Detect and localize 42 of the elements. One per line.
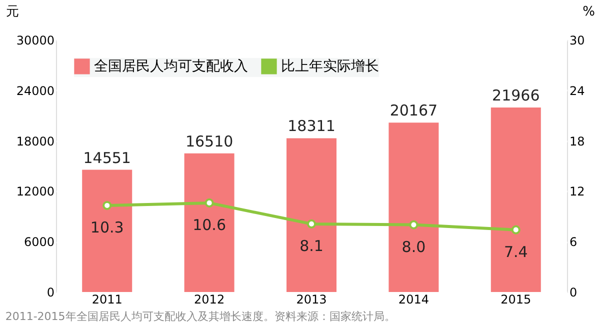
bar: [388, 122, 439, 292]
data-label: 8.0: [402, 238, 426, 256]
bar: [286, 138, 336, 292]
data-label: 10.3: [90, 218, 124, 236]
data-label: 21966: [492, 86, 540, 104]
y2-tick-label: 12: [570, 184, 585, 199]
y2-tick-label: 0: [570, 286, 578, 300]
point: [102, 200, 112, 210]
x-tick-label: 2014: [398, 292, 429, 306]
data-label: 10.6: [192, 216, 226, 234]
x-tick-label: 2011: [92, 292, 122, 306]
y2-tick-label: 18: [570, 134, 585, 148]
data-label: 16510: [185, 132, 234, 150]
x-tick-label: 2015: [500, 292, 532, 306]
legend-label: 全国居民人均可支配收入: [94, 58, 248, 74]
x-tick-label: 2013: [296, 292, 327, 306]
data-label: 8.1: [300, 236, 324, 255]
y2-tick-label: 6: [570, 235, 578, 250]
y-tick-label: 6000: [24, 235, 54, 250]
data-label: 14551: [83, 148, 131, 167]
data-label: 20167: [390, 102, 438, 120]
y-tick-label: 18000: [16, 134, 54, 148]
y-tick-label: 12000: [16, 184, 54, 199]
point: [511, 225, 520, 234]
point: [204, 198, 214, 208]
legend-label: 比上年实际增长: [281, 58, 379, 74]
y-axis-title: 元: [6, 4, 19, 20]
bar: [184, 153, 234, 292]
y2-axis-title: %: [582, 4, 595, 20]
bar: [490, 107, 541, 292]
text: 2011-2015年全国居民人均可支配收入及其增长速度。资料来源：国家统计局。: [5, 310, 396, 323]
y-tick-label: 0: [46, 286, 54, 300]
data-label: 18311: [288, 117, 336, 136]
point: [409, 220, 418, 230]
data-label: 7.4: [504, 242, 528, 261]
x-tick-label: 2012: [194, 292, 225, 306]
y-tick-label: 24000: [16, 84, 54, 98]
bar: [82, 170, 132, 292]
y2-tick-label: 24: [570, 84, 585, 98]
y-tick-label: 30000: [16, 34, 54, 48]
point: [306, 219, 316, 228]
y2-tick-label: 30: [570, 34, 585, 48]
